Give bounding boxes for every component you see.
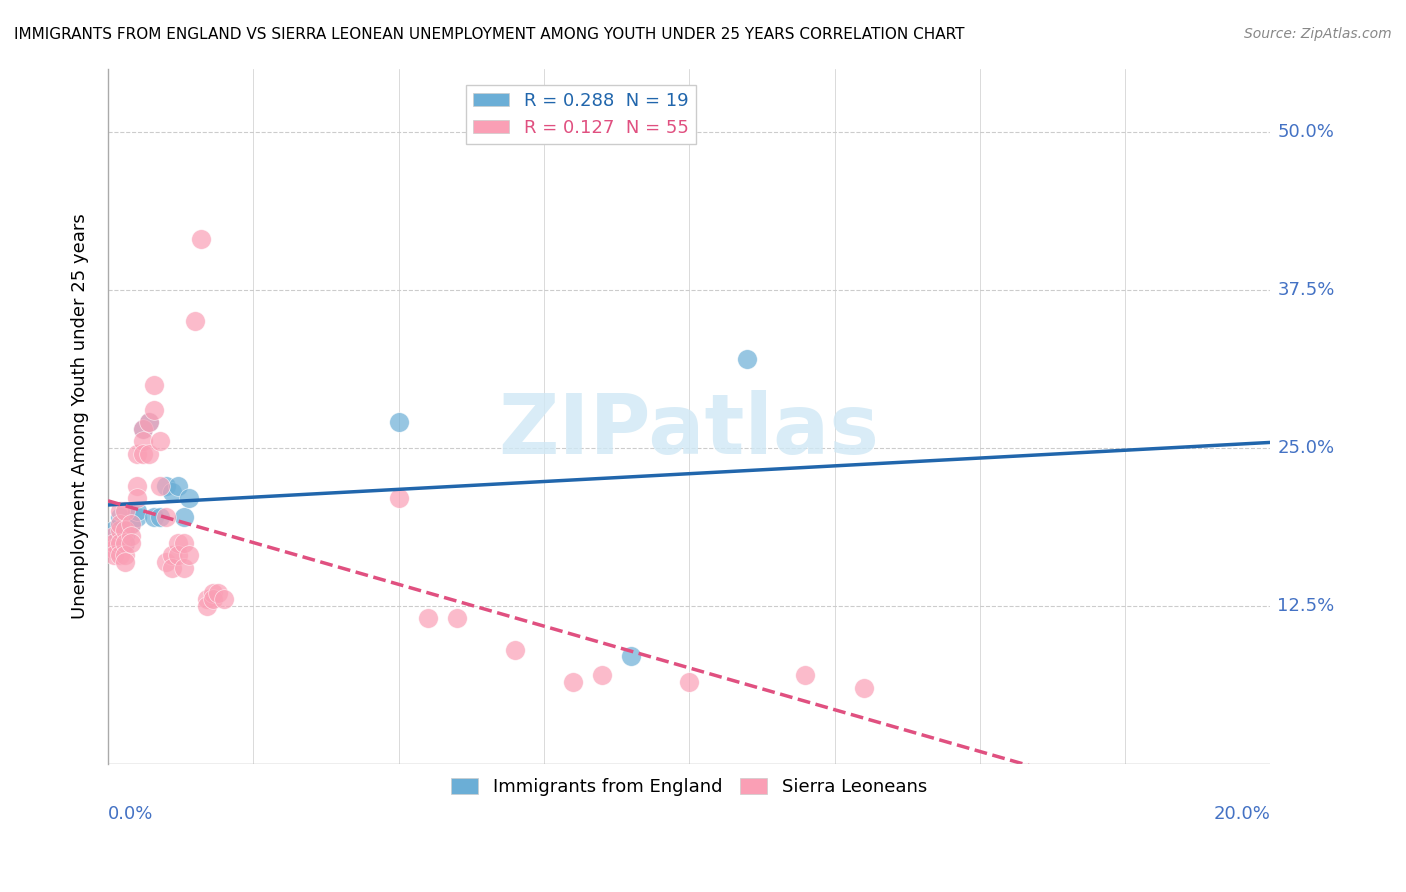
Point xyxy=(179,491,201,506)
Point xyxy=(143,377,166,392)
Point xyxy=(108,516,131,531)
Text: 20.0%: 20.0% xyxy=(1213,805,1271,823)
Point xyxy=(114,535,136,549)
Point xyxy=(852,681,875,695)
Point xyxy=(114,555,136,569)
Text: 25.0%: 25.0% xyxy=(1278,439,1334,457)
Point xyxy=(108,523,131,537)
Point xyxy=(166,548,188,562)
Point xyxy=(166,535,188,549)
Text: 0.0%: 0.0% xyxy=(108,805,153,823)
Point xyxy=(103,548,125,562)
Point xyxy=(103,523,125,537)
Legend: Immigrants from England, Sierra Leoneans: Immigrants from England, Sierra Leoneans xyxy=(444,771,935,804)
Point xyxy=(446,611,468,625)
Point xyxy=(155,479,177,493)
Point xyxy=(132,434,155,449)
Text: 50.0%: 50.0% xyxy=(1278,123,1334,141)
Point xyxy=(155,555,177,569)
Text: 37.5%: 37.5% xyxy=(1278,281,1334,299)
Point xyxy=(114,529,136,543)
Point xyxy=(108,548,131,562)
Point xyxy=(114,548,136,562)
Point xyxy=(201,592,224,607)
Point xyxy=(201,586,224,600)
Point xyxy=(125,479,148,493)
Point xyxy=(173,510,195,524)
Point xyxy=(184,314,207,328)
Point xyxy=(132,447,155,461)
Point xyxy=(103,529,125,543)
Point xyxy=(114,504,136,518)
Point xyxy=(195,592,218,607)
Text: ZIPatlas: ZIPatlas xyxy=(499,390,880,471)
Point xyxy=(149,434,172,449)
Point xyxy=(620,649,643,664)
Point xyxy=(160,561,183,575)
Point xyxy=(108,504,131,518)
Point xyxy=(190,232,212,246)
Point xyxy=(132,422,155,436)
Point xyxy=(125,491,148,506)
Point xyxy=(108,510,131,524)
Point xyxy=(160,485,183,500)
Point xyxy=(125,510,148,524)
Point xyxy=(132,422,155,436)
Point xyxy=(103,535,125,549)
Point xyxy=(120,535,142,549)
Point xyxy=(108,535,131,549)
Y-axis label: Unemployment Among Youth under 25 years: Unemployment Among Youth under 25 years xyxy=(72,213,89,619)
Point xyxy=(114,523,136,537)
Point xyxy=(114,535,136,549)
Point xyxy=(794,668,817,682)
Point xyxy=(388,491,411,506)
Point xyxy=(120,516,142,531)
Point xyxy=(179,548,201,562)
Point xyxy=(149,479,172,493)
Point xyxy=(195,599,218,613)
Point xyxy=(166,479,188,493)
Point xyxy=(125,447,148,461)
Point xyxy=(149,510,172,524)
Point xyxy=(416,611,439,625)
Point xyxy=(143,510,166,524)
Point xyxy=(503,643,526,657)
Point xyxy=(125,504,148,518)
Text: 12.5%: 12.5% xyxy=(1278,597,1334,615)
Point xyxy=(120,516,142,531)
Point xyxy=(155,510,177,524)
Point xyxy=(160,548,183,562)
Text: IMMIGRANTS FROM ENGLAND VS SIERRA LEONEAN UNEMPLOYMENT AMONG YOUTH UNDER 25 YEAR: IMMIGRANTS FROM ENGLAND VS SIERRA LEONEA… xyxy=(14,27,965,42)
Point xyxy=(138,416,160,430)
Point xyxy=(207,586,229,600)
Point xyxy=(173,561,195,575)
Point xyxy=(138,447,160,461)
Point xyxy=(678,674,700,689)
Point xyxy=(138,416,160,430)
Point xyxy=(737,352,759,367)
Point xyxy=(562,674,585,689)
Point xyxy=(120,529,142,543)
Point xyxy=(173,535,195,549)
Point xyxy=(388,416,411,430)
Point xyxy=(212,592,235,607)
Point xyxy=(103,541,125,556)
Text: Source: ZipAtlas.com: Source: ZipAtlas.com xyxy=(1244,27,1392,41)
Point xyxy=(143,402,166,417)
Point xyxy=(591,668,613,682)
